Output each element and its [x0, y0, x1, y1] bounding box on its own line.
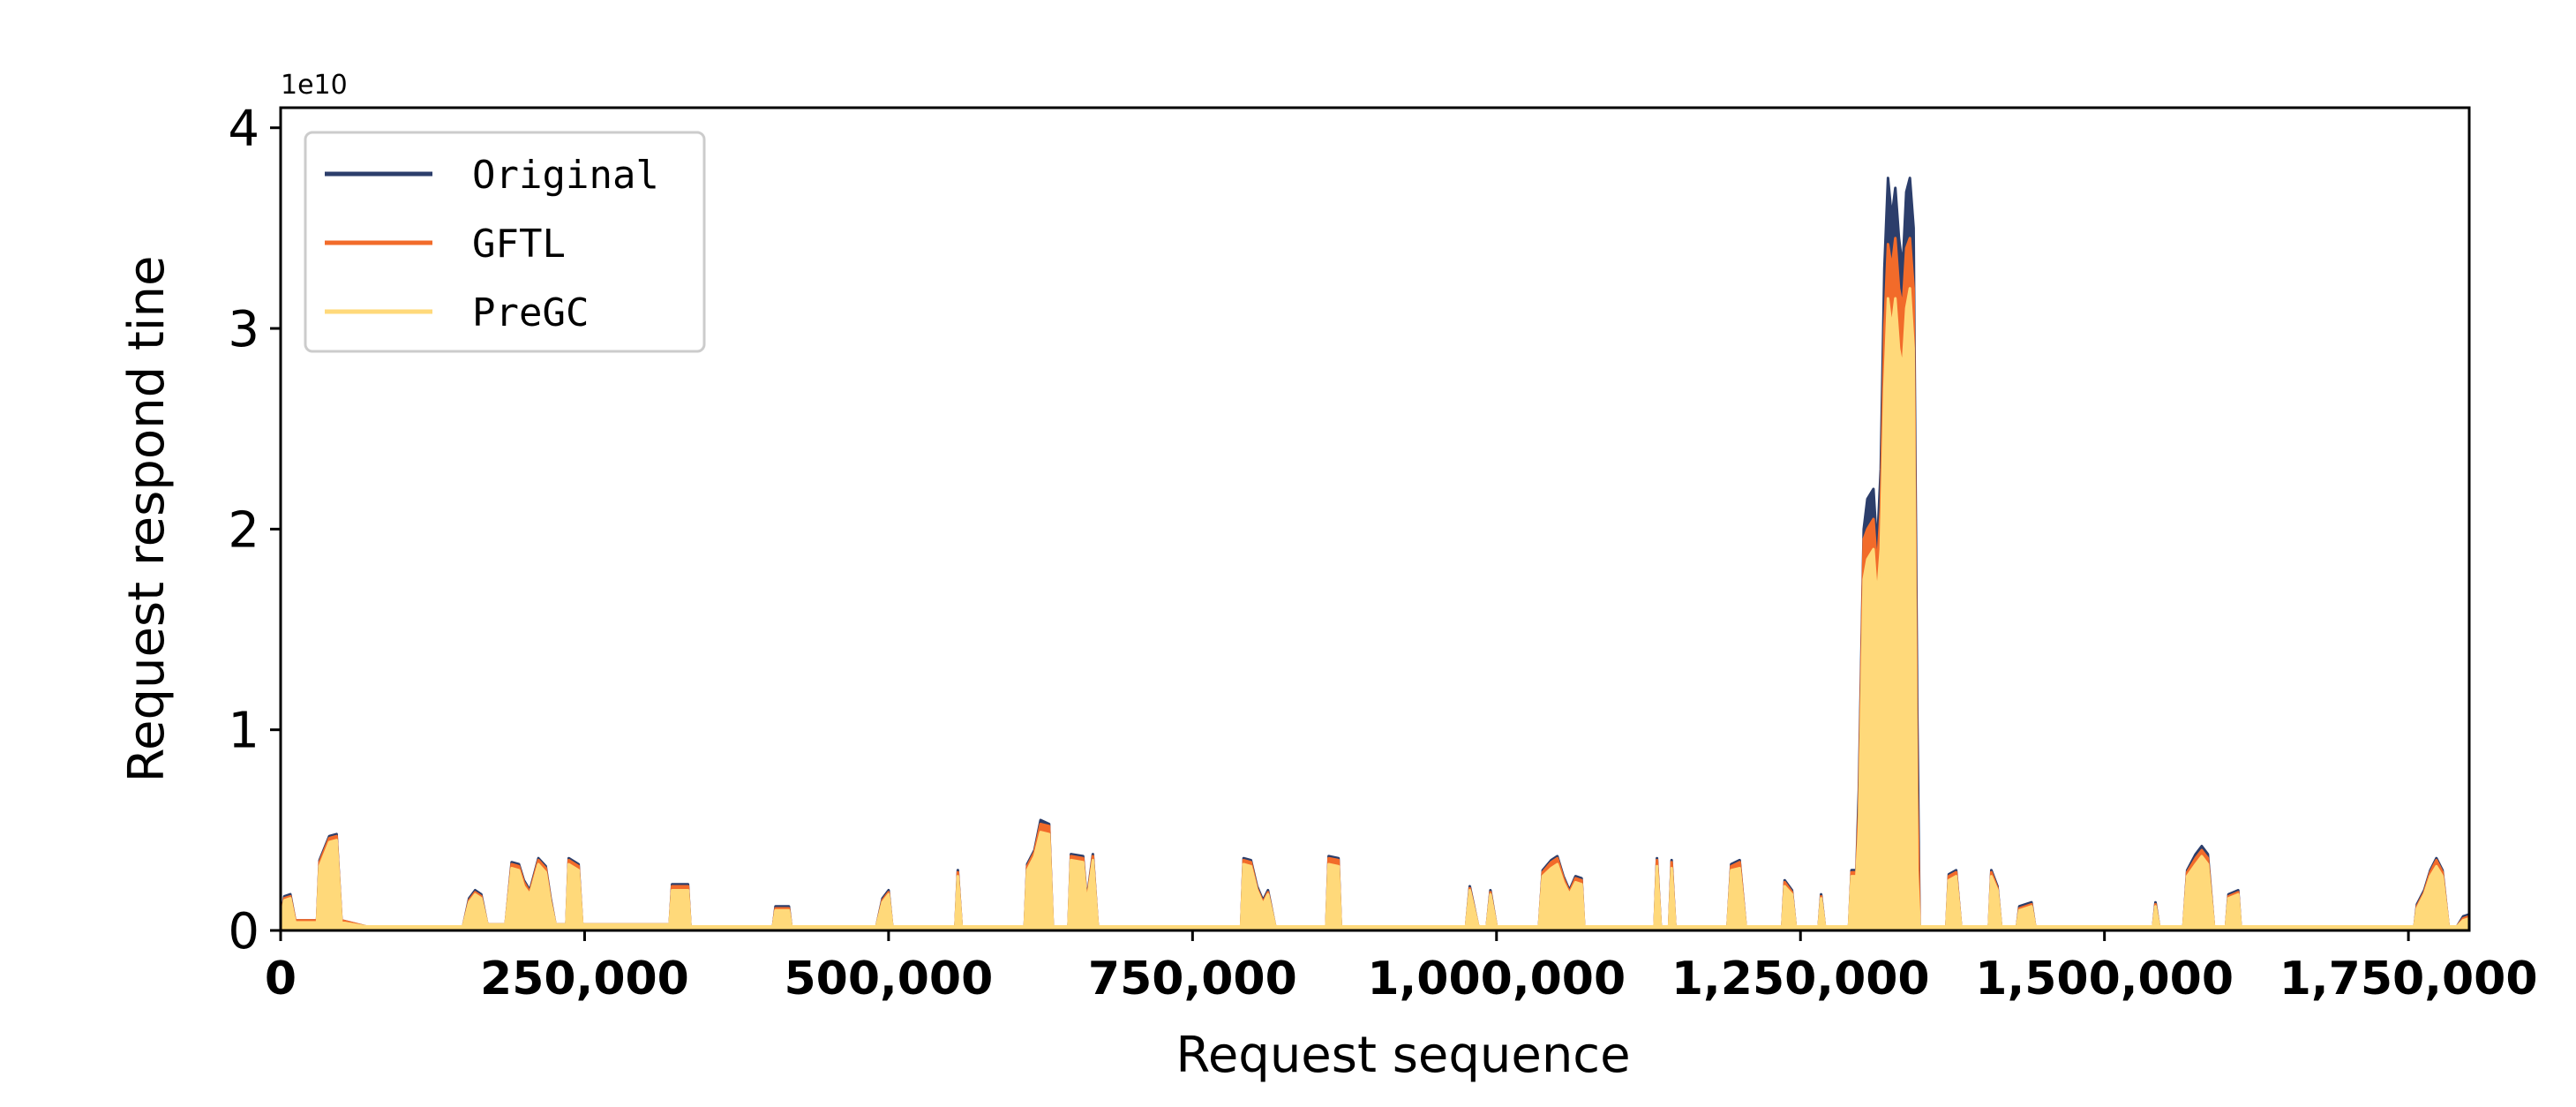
x-tick-label: 500,000 — [784, 953, 993, 1005]
legend-label-original: Original — [472, 153, 659, 198]
series-layer — [279, 177, 2471, 932]
legend-box — [304, 131, 706, 353]
x-tick-label: 1,750,000 — [2279, 953, 2538, 1005]
y-tick-label: 2 — [228, 501, 259, 559]
legend: Original GFTL PreGC — [304, 131, 706, 353]
legend-label-pregc: PreGC — [472, 290, 589, 335]
y-tick-label: 0 — [228, 903, 259, 960]
x-axis-label: Request sequence — [1175, 1027, 1630, 1084]
legend-entries: Original GFTL PreGC — [325, 153, 659, 335]
y-tick-label: 3 — [228, 301, 259, 358]
x-tick-label: 750,000 — [1088, 953, 1297, 1005]
y-exponent-label: 1e10 — [281, 70, 348, 101]
x-tick-label: 1,250,000 — [1671, 953, 1930, 1005]
legend-label-gftl: GFTL — [472, 222, 566, 267]
x-tick-label: 0 — [265, 953, 297, 1005]
y-axis-label: Request respond tine — [118, 256, 176, 783]
x-tick-label: 1,500,000 — [1975, 953, 2234, 1005]
x-tick-label: 250,000 — [480, 953, 689, 1005]
ticks-layer: 0 250,000 500,000 750,000 1,000,000 1,250,000… — [228, 101, 2537, 1005]
plot-frame — [279, 106, 2471, 932]
y-tick-label: 1 — [228, 703, 259, 760]
series-pregc-area — [279, 287, 2471, 932]
x-tick-label: 1,000,000 — [1367, 953, 1626, 1005]
y-tick-label: 4 — [228, 101, 259, 158]
